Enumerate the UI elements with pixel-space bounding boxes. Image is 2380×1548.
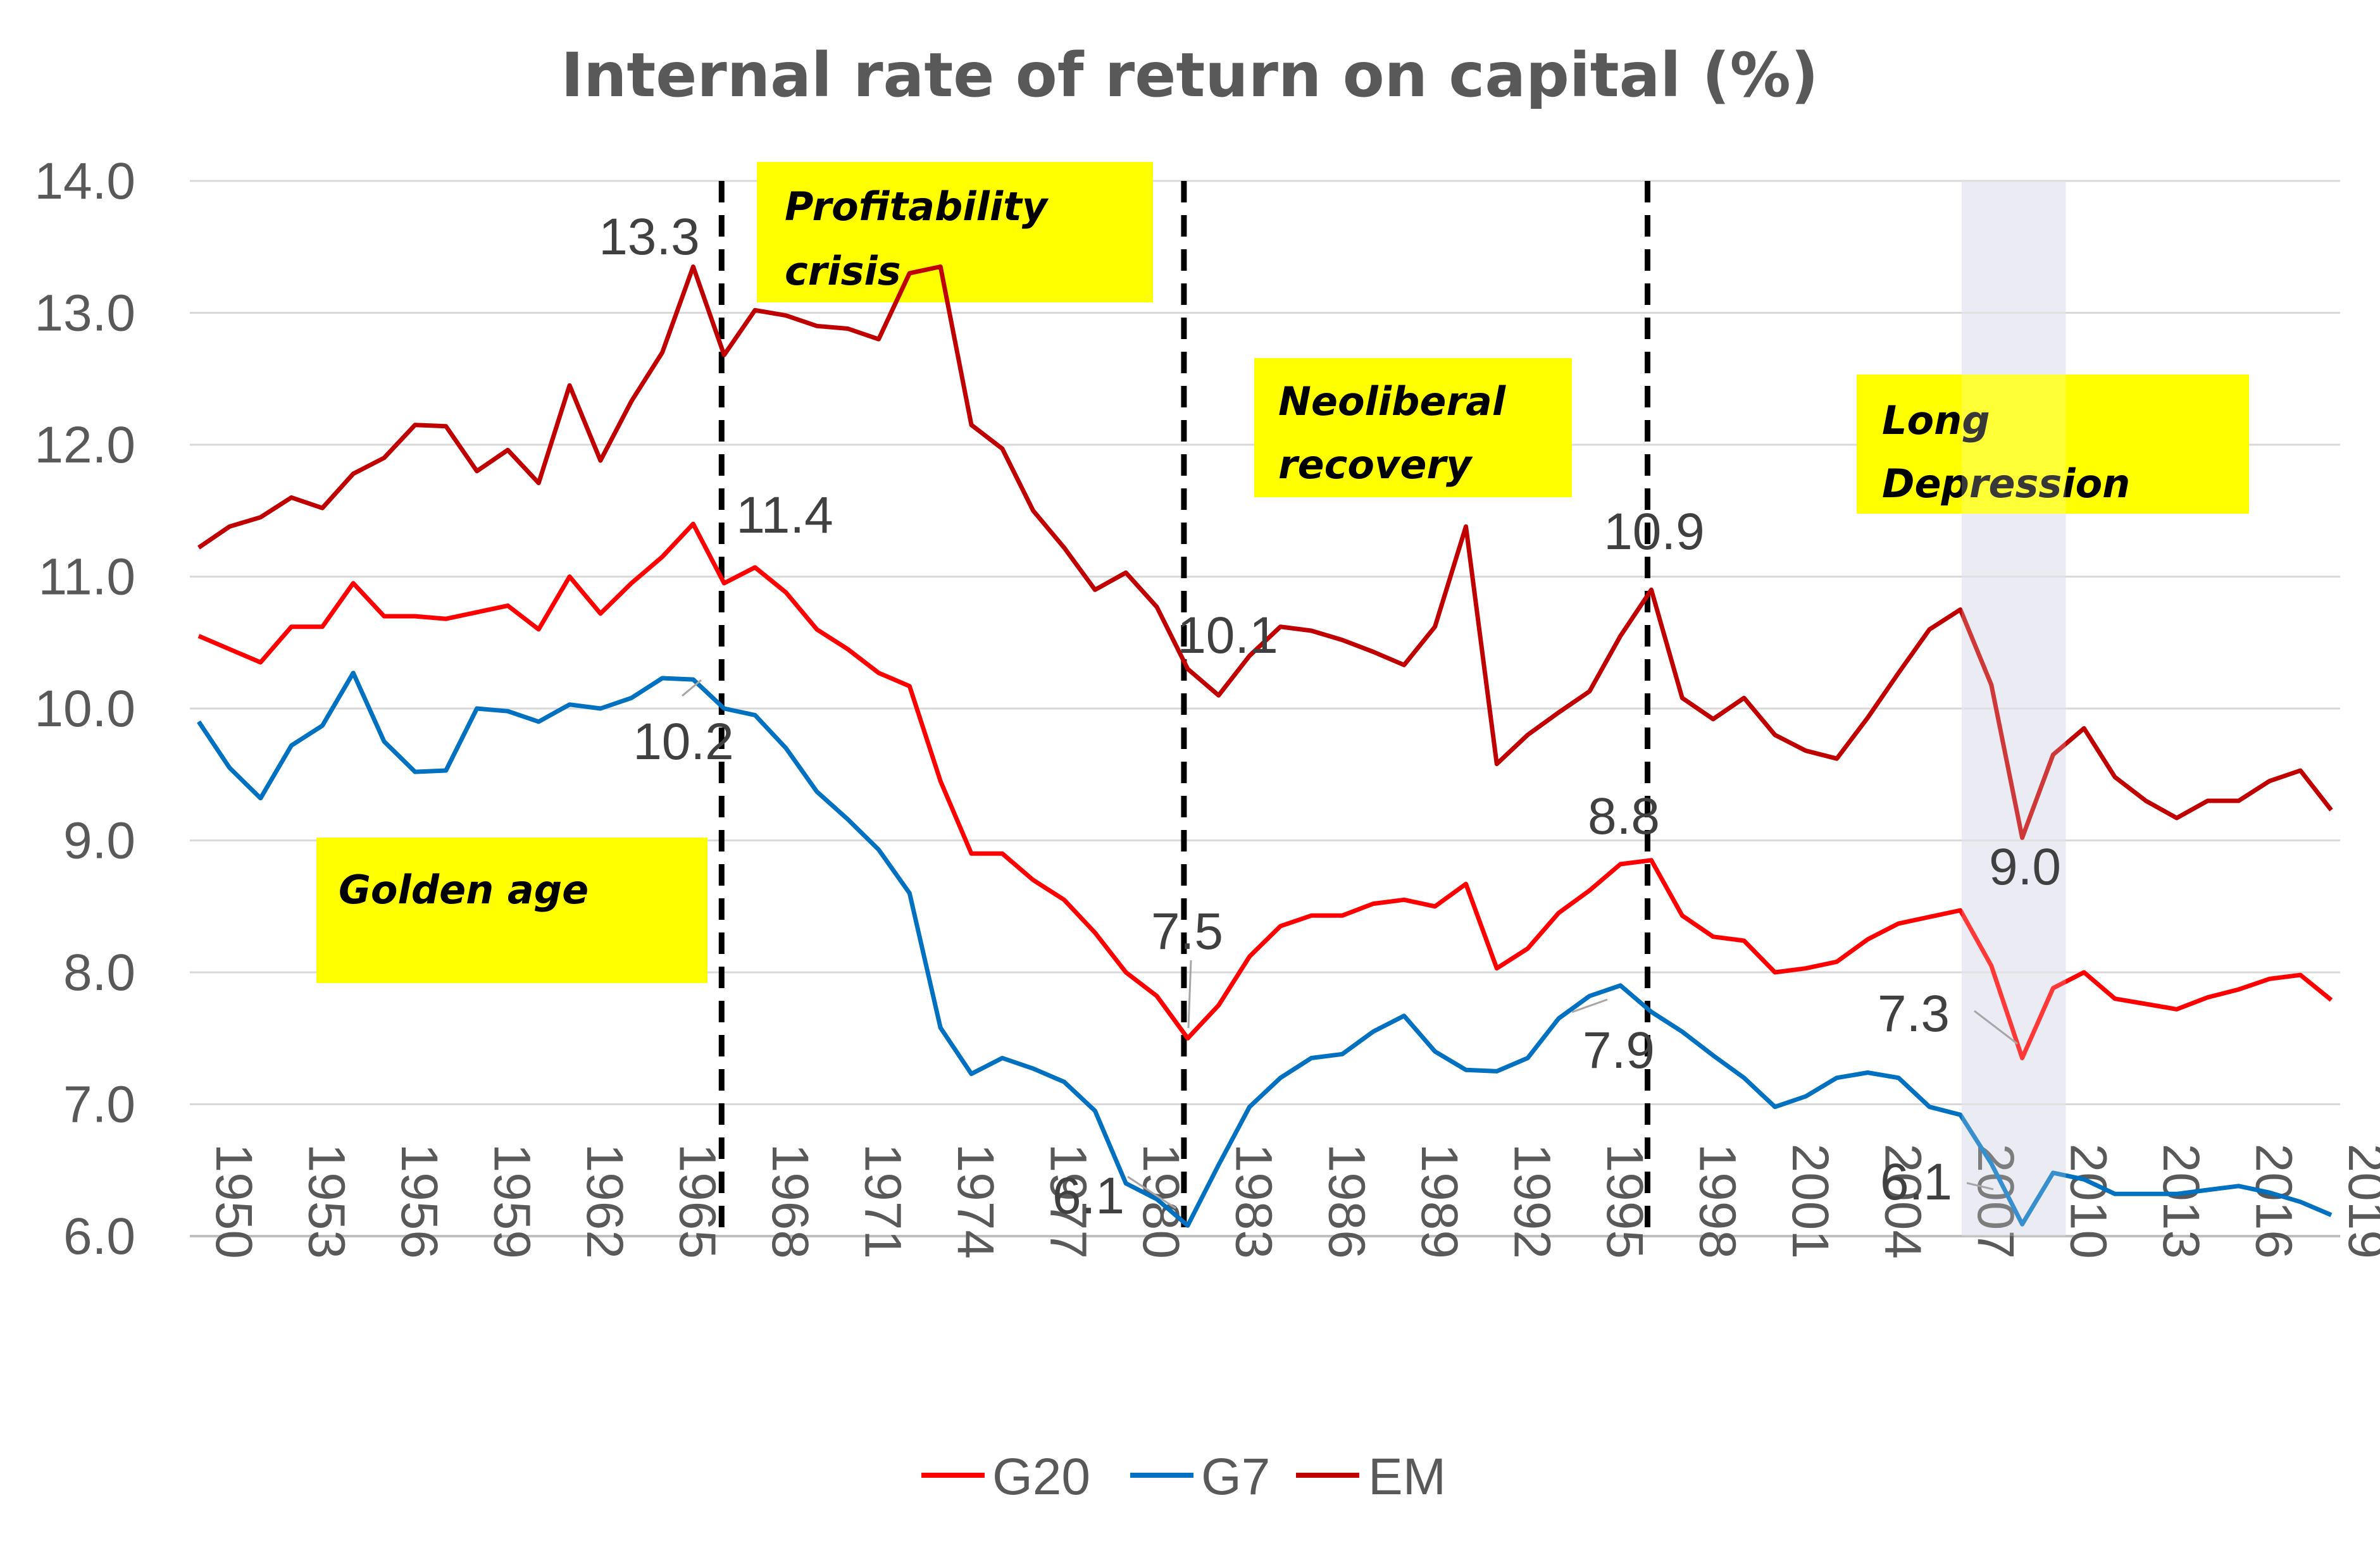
- data-label-g20-trough-1982: 7.5: [1151, 903, 1223, 960]
- series-line-g20: [197, 521, 2333, 1060]
- x-tick-label: 1977: [1040, 1144, 1097, 1259]
- data-label-g20-peak-1997: 8.8: [1588, 788, 1660, 845]
- era-label-long-line2: Depression: [1882, 461, 2130, 507]
- x-axis-ticks: 1950 1953 1956 1959 1962 1965 1968 1971 1974 1977…: [205, 1144, 2380, 1259]
- chart-title: Internal rate of return on capital (%): [561, 40, 1818, 111]
- x-tick-label: 2004: [1874, 1144, 1931, 1259]
- y-tick-label: 14.0: [34, 152, 135, 210]
- era-box-neoliberal-recovery: [1254, 358, 1572, 497]
- data-label-em-trough-2009: 9.0: [1989, 838, 2061, 896]
- x-tick-label: 2007: [1967, 1144, 2024, 1259]
- data-label-g20-trough-2009: 7.3: [1878, 985, 1950, 1043]
- x-tick-label: 1953: [298, 1144, 356, 1259]
- legend-label-g20: G20: [992, 1448, 1090, 1506]
- x-tick-label: 1992: [1503, 1144, 1561, 1259]
- era-box-golden-age: [316, 838, 707, 983]
- data-label-g7-trough-1982: 6.1: [1052, 1167, 1125, 1225]
- era-label-profitability-line2: crisis: [785, 248, 901, 294]
- x-tick-label: 2013: [2152, 1144, 2210, 1259]
- era-label-neoliberal-line2: recovery: [1278, 442, 1473, 488]
- leader-line-7-9: [1571, 998, 1608, 1013]
- era-label-golden-age: Golden age: [339, 867, 589, 913]
- era-box-long-depression: [1857, 375, 2249, 514]
- y-tick-label: 13.0: [34, 285, 135, 342]
- leader-line-7-5: [1187, 960, 1192, 1029]
- x-tick-label: 1956: [390, 1144, 448, 1259]
- y-tick-label: 11.0: [38, 548, 135, 606]
- x-tick-label: 1986: [1318, 1144, 1375, 1259]
- era-box-profitability-crisis: [757, 162, 1153, 302]
- x-tick-label: 1989: [1411, 1144, 1468, 1259]
- data-label-g7-peak-1966: 10.2: [633, 713, 734, 771]
- x-tick-label: 1995: [1596, 1144, 1654, 1259]
- era-label-neoliberal-line1: Neoliberal: [1278, 378, 1506, 424]
- series-line-g7: [197, 671, 2333, 1228]
- y-tick-label: 7.0: [63, 1076, 135, 1134]
- x-tick-label: 1968: [761, 1144, 819, 1259]
- leader-line-7-3: [1974, 1010, 2018, 1045]
- x-tick-label: 1965: [669, 1144, 726, 1259]
- y-axis-ticks: 6.0 7.0 8.0 9.0 10.0 11.0 12.0 13.0 14.0: [34, 152, 135, 1265]
- x-tick-label: 2019: [2338, 1144, 2380, 1259]
- era-label-profitability-line1: Profitability: [785, 183, 1049, 230]
- x-tick-label: 1971: [854, 1144, 912, 1259]
- era-label-long-line1: Long: [1882, 397, 1990, 443]
- leader-line-6-1b: [1966, 1182, 1994, 1191]
- data-label-em-peak-1997: 10.9: [1604, 503, 1705, 560]
- x-tick-label: 1959: [483, 1144, 541, 1259]
- y-tick-label: 9.0: [63, 812, 135, 870]
- data-label-em-trough-1982: 10.1: [1177, 607, 1278, 664]
- x-tick-label: 1950: [205, 1144, 263, 1259]
- x-tick-label: 1974: [947, 1144, 1004, 1259]
- x-tick-label: 1962: [576, 1144, 633, 1259]
- legend: G20 G7 EM: [921, 1448, 1446, 1506]
- recession-shade-overlay: [1961, 181, 2066, 1236]
- y-tick-label: 6.0: [63, 1208, 135, 1265]
- data-label-g7-peak-1997: 7.9: [1583, 1022, 1655, 1079]
- leader-line-10-2: [682, 679, 702, 697]
- y-tick-label: 8.0: [63, 944, 135, 1001]
- y-tick-label: 12.0: [34, 416, 135, 474]
- legend-label-em: EM: [1368, 1448, 1446, 1506]
- leader-line-6-1a: [1127, 1175, 1176, 1210]
- legend-label-g7: G7: [1201, 1448, 1270, 1506]
- x-tick-label: 1998: [1688, 1144, 1746, 1259]
- series-line-em: [197, 264, 2333, 840]
- x-tick-label: 2001: [1781, 1144, 1839, 1259]
- x-tick-label: 1983: [1225, 1144, 1283, 1259]
- data-label-g7-trough-2009: 6.1: [1880, 1153, 1952, 1211]
- data-label-em-peak-1966: 13.3: [599, 208, 700, 266]
- x-tick-label: 2010: [2059, 1144, 2117, 1259]
- data-label-g20-peak-1966: 11.4: [736, 486, 833, 544]
- y-tick-label: 10.0: [34, 680, 135, 738]
